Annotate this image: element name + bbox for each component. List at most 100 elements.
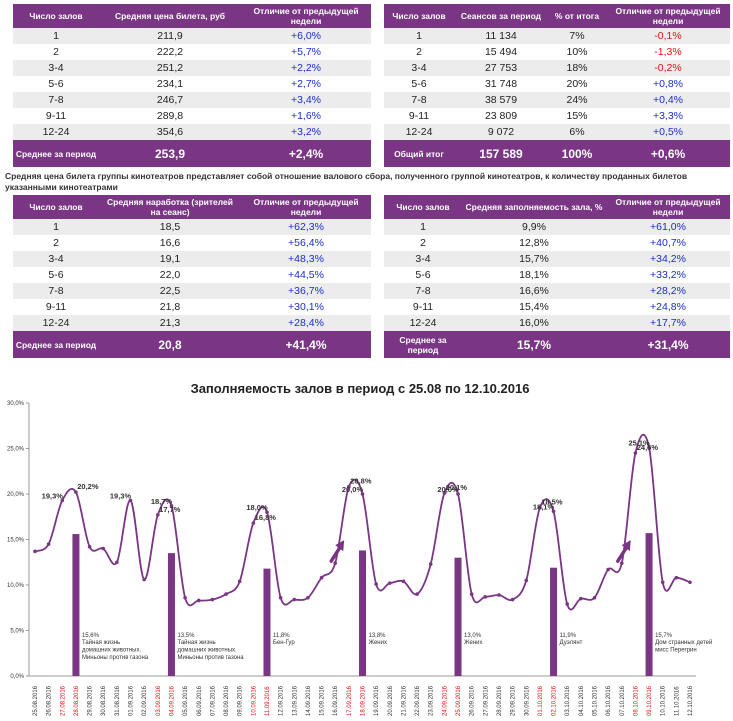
table-row: 1 18,5 +62,3% (13, 219, 371, 235)
data-point (374, 582, 378, 586)
occupancy-table: Число залов Средняя заполняемость зала, … (384, 195, 730, 358)
cell-halls: 1 (384, 219, 462, 235)
cell-halls: 5-6 (384, 267, 462, 283)
table-row: 5-6 31 748 20% +0,8% (384, 76, 730, 92)
cell-value: 22,5 (99, 283, 241, 299)
x-tick-label: 27.08.2016 (60, 685, 66, 716)
cell-diff: +44,5% (241, 267, 371, 283)
x-tick-label: 31.08.2016 (115, 685, 121, 716)
table-row: 7-8 22,5 +36,7% (13, 283, 371, 299)
bar-value-label: 13,8% (369, 633, 387, 639)
table-row: 2 12,8% +40,7% (384, 235, 730, 251)
cell-diff: +61,0% (606, 219, 730, 235)
cell-halls: 5-6 (13, 76, 99, 92)
table-row: 1 9,9% +61,0% (384, 219, 730, 235)
cell-value: 222,2 (99, 44, 241, 60)
table-row: 7-8 16,6% +28,2% (384, 283, 730, 299)
chart-title: Заполняемость залов в период с 25.08 по … (191, 381, 530, 396)
y-tick-label: 15,0% (7, 538, 25, 544)
x-tick-label: 13.09.2016 (292, 685, 298, 716)
table-row: 9-11 15,4% +24,8% (384, 299, 730, 315)
header-diff: Отличие от предыдущей недели (606, 195, 730, 219)
x-tick-label: 19.09.2016 (374, 685, 380, 716)
x-tick-label: 28.08.2016 (74, 685, 80, 716)
y-tick-label: 5,0% (10, 629, 24, 635)
film-bar (454, 557, 462, 676)
cell-halls: 9-11 (384, 108, 454, 124)
bar-film-label: Тайная жизнь (177, 639, 215, 646)
cell-diff: +33,2% (606, 267, 730, 283)
x-tick-label: 29.08.2016 (88, 685, 94, 716)
cell-value: 22,0 (99, 267, 241, 283)
cell-share: 24% (548, 92, 606, 108)
x-tick-label: 27.09.2016 (483, 685, 489, 716)
cell-value: 31 748 (454, 76, 548, 92)
cell-diff: +28,4% (241, 315, 371, 331)
cell-value: 16,6% (462, 283, 606, 299)
table-row: 3-4 19,1 +48,3% (13, 251, 371, 267)
cell-halls: 9-11 (384, 299, 462, 315)
cell-halls: 7-8 (13, 283, 99, 299)
table-row: 9-11 21,8 +30,1% (13, 299, 371, 315)
data-point (347, 484, 351, 489)
point-value-label: 25,1% (628, 439, 650, 448)
cell-value: 354,6 (99, 124, 241, 140)
cell-value: 12,8% (462, 235, 606, 251)
data-point (183, 595, 187, 600)
point-value-label: 18,7% (151, 497, 173, 506)
data-point (60, 498, 65, 503)
header-halls: Число залов (384, 4, 454, 28)
bar-film-label: Дом странных детей (655, 639, 712, 646)
footer-diff: +0,6% (606, 140, 730, 167)
x-tick-label: 30.09.2016 (524, 685, 530, 716)
x-tick-label: 08.09.2016 (224, 685, 230, 716)
cell-value: 16,0% (462, 315, 606, 331)
cell-value: 211,9 (99, 28, 241, 44)
data-point (551, 509, 556, 514)
bar-film-label: Миньоны против газона (177, 655, 244, 661)
cell-diff: +3,4% (241, 92, 371, 108)
x-tick-label: 16.09.2016 (333, 685, 339, 716)
cell-halls: 2 (13, 235, 99, 251)
data-point (46, 542, 51, 546)
table-row: 3-4 27 753 18% -0,2% (384, 60, 730, 76)
x-tick-label: 03.10.2016 (565, 685, 571, 716)
data-point (156, 513, 160, 517)
cell-diff: +24,8% (606, 299, 730, 315)
table-row: 2 222,2 +5,7% (13, 44, 371, 60)
cell-value: 9 072 (454, 124, 548, 140)
cell-diff: -1,3% (606, 44, 730, 60)
film-bar (72, 534, 80, 676)
data-point (292, 597, 297, 602)
film-bar (550, 567, 558, 676)
cell-value: 15 494 (454, 44, 548, 60)
cell-share: 20% (548, 76, 606, 92)
cell-value: 21,3 (99, 315, 241, 331)
ticket-price-table: Число залов Средняя цена билета, руб Отл… (13, 4, 371, 167)
cell-value: 234,1 (99, 76, 241, 92)
cell-diff: +5,7% (241, 44, 371, 60)
data-point (115, 560, 119, 565)
cell-halls: 2 (13, 44, 99, 60)
header-halls: Число залов (13, 195, 99, 219)
x-tick-label: 01.09.2016 (129, 685, 135, 716)
bar-film-label: Жених (369, 640, 387, 646)
x-tick-label: 09.09.2016 (238, 685, 244, 716)
y-tick-label: 10,0% (7, 583, 25, 589)
bar-film-label: мисс Перегрин (655, 648, 697, 654)
data-point (142, 577, 146, 582)
bar-value-label: 15,6% (82, 633, 100, 639)
point-value-label: 18,5% (541, 498, 563, 507)
data-point (674, 575, 679, 580)
cell-halls: 1 (13, 219, 99, 235)
point-value-label: 20,1% (446, 483, 468, 492)
data-point (442, 491, 447, 495)
x-tick-label: 04.10.2016 (579, 685, 585, 716)
data-point (660, 580, 665, 585)
point-value-label: 18,1% (533, 502, 555, 511)
y-tick-label: 20,0% (7, 492, 25, 498)
data-point (278, 595, 283, 600)
data-point (251, 521, 256, 525)
cell-halls: 12-24 (384, 315, 462, 331)
data-point (169, 504, 174, 508)
